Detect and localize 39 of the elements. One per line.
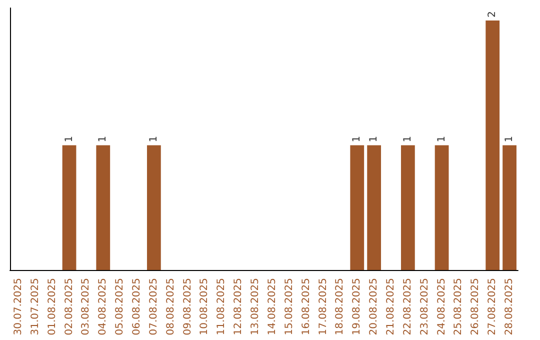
x-tick-label: 26.08.2025 <box>470 278 482 336</box>
data-label: 1 <box>402 136 414 142</box>
x-tick-label: 25.08.2025 <box>453 278 464 336</box>
x-tick-label: 06.08.2025 <box>132 278 142 336</box>
x-tick-label: 28.08.2025 <box>504 278 516 336</box>
x-tick-label: 14.08.2025 <box>266 278 278 336</box>
x-tick-label: 13.08.2025 <box>250 278 262 336</box>
data-label: 2 <box>487 11 498 18</box>
x-tick-label: 05.08.2025 <box>114 278 126 336</box>
x-tick-label: 20.08.2025 <box>368 278 380 336</box>
x-tick-label: 30.07.2025 <box>12 278 24 336</box>
x-tick-label: 08.08.2025 <box>165 278 176 336</box>
x-tick-label: 09.08.2025 <box>182 278 194 336</box>
x-tick-label: 19.08.2025 <box>352 278 363 336</box>
data-label: 1 <box>436 136 448 142</box>
x-tick-label: 23.08.2025 <box>419 278 430 336</box>
x-tick-label: 02.08.2025 <box>64 278 75 336</box>
x-tick-label: 01.08.2025 <box>46 278 58 336</box>
data-label: 1 <box>98 136 109 142</box>
x-tick-label: 18.08.2025 <box>334 278 346 336</box>
x-tick-label: 07.08.2025 <box>148 278 160 336</box>
x-tick-label: 11.08.2025 <box>216 278 228 336</box>
data-label: 1 <box>504 136 516 142</box>
x-tick-label: 24.08.2025 <box>436 278 448 336</box>
x-tick-label: 31.07.2025 <box>30 278 41 336</box>
x-tick-label: 27.08.2025 <box>487 278 498 336</box>
data-label: 1 <box>148 136 160 142</box>
data-label: 1 <box>352 136 363 142</box>
x-tick-label: 04.08.2025 <box>98 278 109 336</box>
x-tick-label: 15.08.2025 <box>284 278 295 336</box>
x-tick-label: 22.08.2025 <box>402 278 414 336</box>
x-tick-label: 21.08.2025 <box>386 278 396 336</box>
data-label: 1 <box>368 136 380 142</box>
data-label: 1 <box>64 136 75 142</box>
x-tick-label: 03.08.2025 <box>80 278 92 336</box>
x-tick-label: 17.08.2025 <box>318 278 329 336</box>
x-tick-label: 16.08.2025 <box>300 278 312 336</box>
x-tick-label: 12.08.2025 <box>233 278 244 336</box>
x-tick-label: 10.08.2025 <box>199 278 210 336</box>
